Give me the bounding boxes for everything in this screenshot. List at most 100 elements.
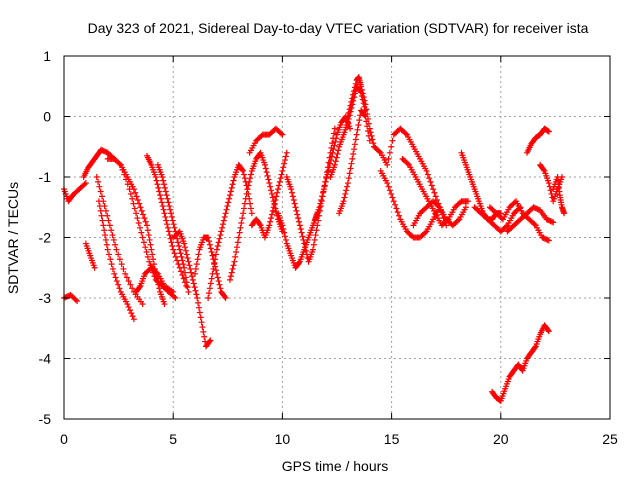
data-point bbox=[113, 278, 120, 285]
data-point bbox=[331, 161, 338, 168]
data-point bbox=[351, 84, 358, 91]
data-point bbox=[320, 186, 327, 193]
data-point bbox=[289, 193, 296, 200]
data-point bbox=[531, 204, 538, 211]
data-point bbox=[258, 132, 265, 139]
data-point bbox=[385, 155, 392, 162]
data-point bbox=[292, 204, 299, 211]
data-point bbox=[376, 148, 383, 155]
data-point bbox=[176, 246, 183, 253]
data-point bbox=[423, 167, 430, 174]
data-point bbox=[129, 313, 136, 320]
data-point bbox=[181, 269, 188, 276]
data-point bbox=[369, 136, 376, 143]
data-point bbox=[174, 257, 181, 264]
data-point bbox=[183, 279, 190, 286]
data-point bbox=[142, 244, 149, 251]
data-point bbox=[352, 136, 359, 143]
data-point bbox=[215, 278, 222, 285]
y-tick-label: -5 bbox=[39, 411, 52, 427]
data-point bbox=[198, 319, 205, 326]
data-point bbox=[534, 206, 541, 213]
data-point bbox=[236, 229, 243, 236]
data-point bbox=[134, 215, 141, 222]
data-point bbox=[347, 165, 354, 172]
data-point bbox=[247, 175, 254, 182]
data-point bbox=[184, 255, 191, 262]
data-point bbox=[221, 213, 228, 220]
data-point bbox=[240, 167, 247, 174]
data-point bbox=[240, 171, 247, 178]
data-point bbox=[247, 171, 254, 178]
data-point bbox=[112, 241, 119, 248]
data-point bbox=[120, 265, 127, 272]
data-point bbox=[263, 169, 270, 176]
data-point bbox=[161, 301, 168, 308]
data-point bbox=[208, 275, 215, 282]
x-tick-label: 20 bbox=[493, 431, 509, 447]
data-point bbox=[531, 344, 538, 351]
data-point bbox=[166, 232, 173, 239]
data-point bbox=[146, 258, 153, 265]
data-point bbox=[167, 235, 174, 242]
data-point bbox=[266, 222, 273, 229]
data-series-s30 bbox=[486, 198, 552, 244]
data-point bbox=[142, 218, 149, 225]
data-point bbox=[389, 194, 396, 201]
data-point bbox=[363, 106, 370, 113]
data-point bbox=[197, 314, 204, 321]
data-point bbox=[540, 166, 547, 173]
data-point bbox=[279, 167, 286, 174]
data-point bbox=[262, 165, 269, 172]
data-point bbox=[206, 238, 213, 245]
data-point bbox=[392, 201, 399, 208]
data-point bbox=[140, 211, 147, 218]
data-series-s3 bbox=[80, 146, 118, 180]
data-point bbox=[105, 217, 112, 224]
data-point bbox=[190, 280, 197, 287]
data-point bbox=[545, 328, 552, 335]
data-point bbox=[137, 204, 144, 211]
data-point bbox=[211, 261, 218, 268]
data-point bbox=[164, 224, 171, 231]
data-point bbox=[321, 182, 328, 189]
data-point bbox=[267, 218, 274, 225]
data-point bbox=[165, 199, 172, 206]
data-point bbox=[358, 86, 365, 93]
data-point bbox=[150, 261, 157, 268]
data-point bbox=[123, 274, 130, 281]
data-point bbox=[356, 117, 363, 124]
data-point bbox=[247, 200, 254, 207]
data-point bbox=[384, 180, 391, 187]
data-point bbox=[545, 180, 552, 187]
data-point bbox=[346, 106, 353, 113]
data-point bbox=[269, 207, 276, 214]
data-point bbox=[299, 233, 306, 240]
data-point bbox=[100, 147, 107, 154]
x-tick-label: 15 bbox=[384, 431, 400, 447]
data-point bbox=[294, 211, 301, 218]
data-point bbox=[163, 192, 170, 199]
data-point bbox=[229, 181, 236, 188]
data-point bbox=[81, 181, 88, 188]
data-point bbox=[298, 229, 305, 236]
data-point bbox=[275, 182, 282, 189]
data-point bbox=[365, 120, 372, 127]
data-point bbox=[348, 98, 355, 105]
data-point bbox=[228, 269, 235, 276]
data-point bbox=[333, 154, 340, 161]
data-point bbox=[335, 147, 342, 154]
data-point bbox=[245, 182, 252, 189]
data-point bbox=[361, 97, 368, 104]
data-point bbox=[170, 221, 177, 228]
data-point bbox=[161, 210, 168, 217]
data-point bbox=[133, 193, 140, 200]
data-point bbox=[544, 327, 551, 334]
data-point bbox=[214, 242, 221, 249]
data-point bbox=[272, 196, 279, 203]
data-point bbox=[160, 206, 167, 213]
data-point bbox=[122, 270, 129, 277]
data-point bbox=[100, 198, 107, 205]
data-point bbox=[161, 181, 168, 188]
data-point bbox=[181, 244, 188, 251]
